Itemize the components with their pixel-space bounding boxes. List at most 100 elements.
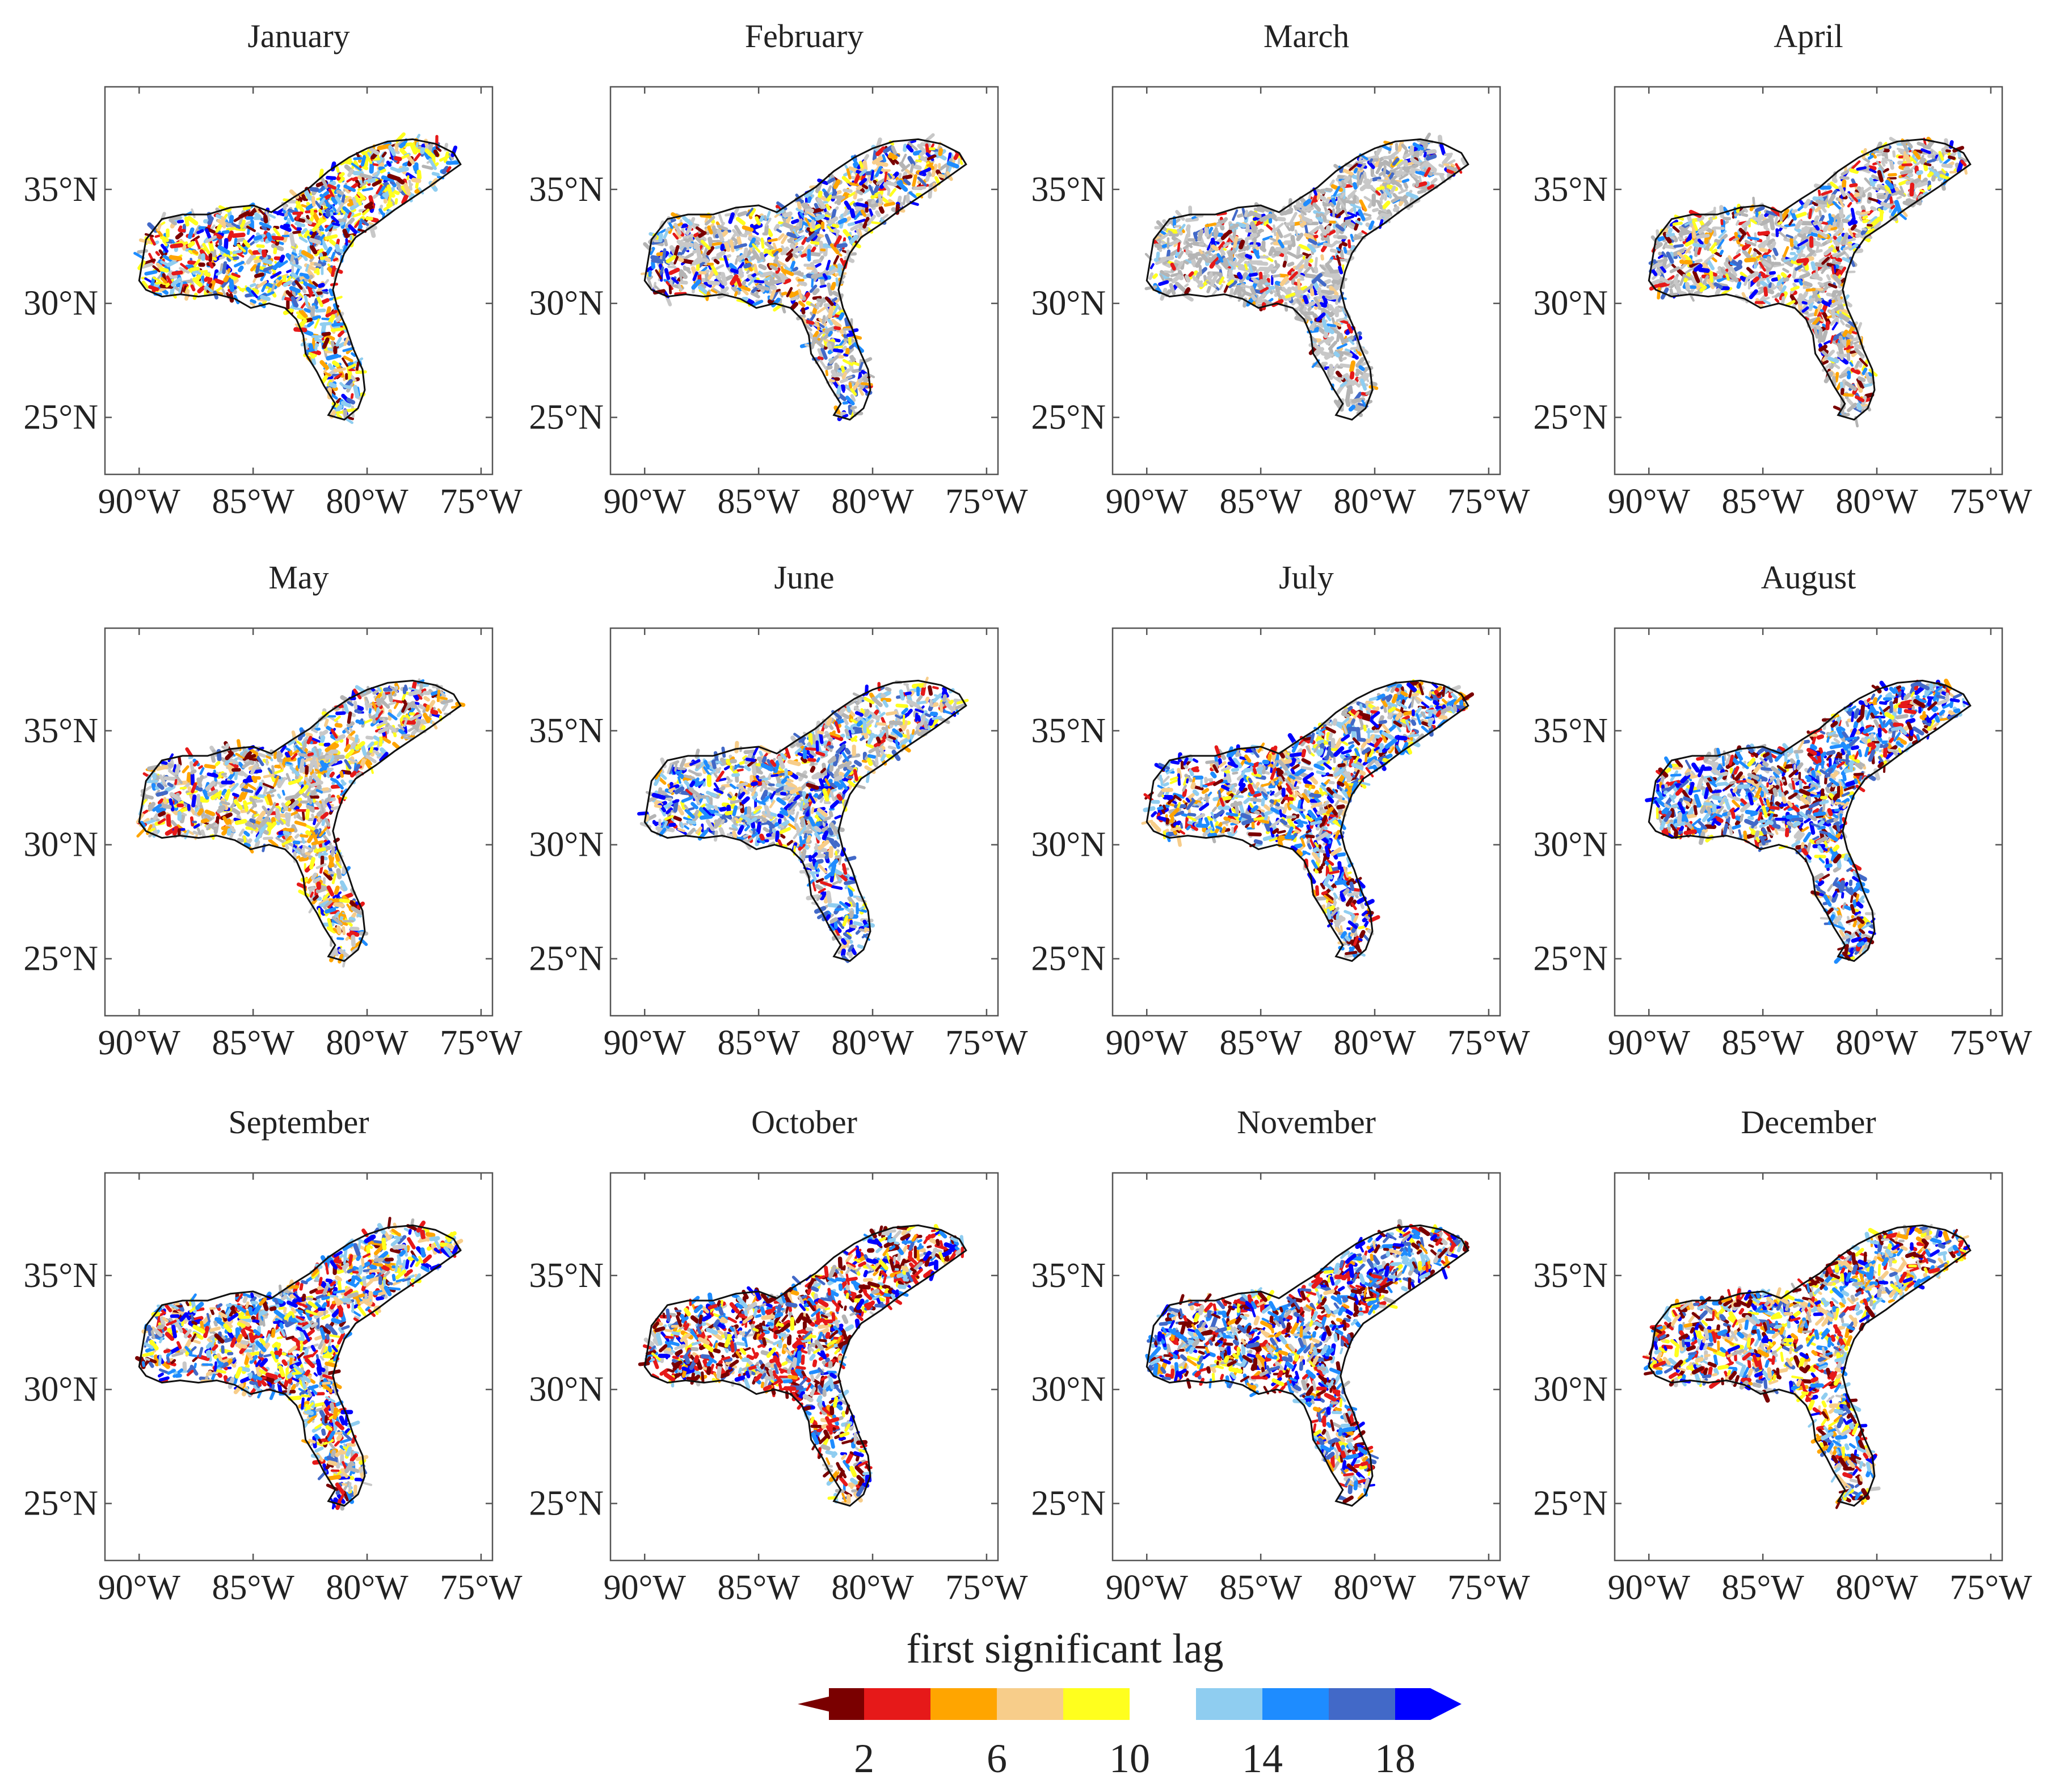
river-segment	[899, 162, 906, 169]
panel-title: May	[268, 559, 329, 596]
river-segment	[1205, 222, 1217, 228]
river-segment	[836, 385, 841, 396]
river-segment	[1792, 254, 1799, 262]
river-segment	[734, 291, 738, 297]
river-segment	[325, 208, 331, 217]
river-segment	[1389, 186, 1396, 195]
river-segment	[1815, 199, 1825, 205]
river-segment	[258, 208, 267, 218]
river-segment	[769, 264, 778, 271]
river-segment	[254, 212, 262, 219]
river-segment	[388, 145, 396, 157]
river-segment	[148, 285, 159, 292]
lat-tick-label: 35°N	[1031, 170, 1106, 209]
river-segment	[1164, 289, 1172, 297]
river-segment	[829, 378, 835, 382]
river-segment	[1383, 165, 1387, 177]
river-segment	[736, 277, 742, 287]
river-segment	[1363, 171, 1367, 180]
river-segment	[148, 802, 156, 809]
river-segment	[298, 236, 308, 243]
river-segment	[1218, 272, 1223, 279]
river-segment	[396, 166, 410, 173]
river-segment	[1328, 305, 1333, 311]
river-segment	[840, 378, 849, 384]
river-segment	[289, 232, 296, 247]
river-segment	[309, 245, 318, 255]
river-segment	[328, 314, 336, 324]
river-segment	[414, 152, 422, 162]
river-segment	[1336, 331, 1341, 342]
river-segment	[330, 251, 336, 262]
river-segment	[931, 163, 938, 178]
river-segment	[399, 148, 408, 157]
river-segment	[1340, 249, 1344, 259]
river-segment	[254, 205, 261, 214]
river-segment	[810, 241, 821, 245]
river-segment	[938, 148, 944, 156]
river-segment	[891, 207, 899, 213]
river-segment	[699, 283, 706, 289]
river-segment	[1211, 244, 1219, 251]
river-segment	[816, 298, 827, 303]
river-segment	[196, 777, 203, 788]
river-segment	[1426, 154, 1437, 161]
river-segment	[1319, 302, 1328, 308]
river-segment	[335, 166, 340, 173]
river-segment	[301, 204, 308, 208]
river-segment	[1184, 274, 1191, 283]
river-segment	[1657, 287, 1661, 300]
river-segment	[319, 236, 323, 246]
river-segment	[187, 216, 199, 226]
river-segment	[1801, 301, 1808, 305]
river-segment	[1347, 239, 1351, 249]
river-segment	[862, 160, 868, 171]
river-segment	[1403, 199, 1410, 208]
river-segment	[193, 259, 201, 267]
river-segment	[700, 235, 707, 242]
river-segment	[1349, 371, 1355, 380]
river-segment	[883, 201, 895, 207]
river-segment	[319, 865, 323, 874]
river-segment	[812, 296, 822, 300]
river-segment	[1439, 173, 1446, 183]
river-segment	[166, 275, 173, 285]
river-segment	[1422, 142, 1429, 150]
river-segment	[334, 336, 342, 348]
river-segment	[332, 325, 341, 329]
river-segment	[319, 237, 328, 251]
river-segment	[1228, 271, 1235, 280]
river-segment	[1237, 251, 1246, 257]
river-segment	[1759, 218, 1771, 226]
river-segment	[279, 254, 285, 263]
river-segment	[401, 192, 410, 205]
river-segment	[314, 268, 319, 274]
river-segment	[1803, 281, 1813, 288]
river-segment	[658, 233, 663, 243]
river-segment	[1227, 256, 1232, 262]
river-segment	[852, 361, 860, 366]
river-segment	[327, 184, 337, 190]
river-segment	[1686, 233, 1694, 243]
river-segment	[1302, 216, 1313, 224]
river-segment	[179, 814, 186, 823]
river-segment	[361, 219, 369, 226]
lon-tick-label: 85°W	[212, 482, 294, 521]
river-segment	[1233, 235, 1239, 249]
river-segment	[1664, 244, 1677, 250]
river-segment	[270, 271, 282, 279]
river-segment	[344, 217, 355, 229]
lon-tick-label: 80°W	[831, 482, 914, 521]
river-segment	[242, 205, 251, 211]
river-segment	[355, 361, 360, 371]
river-segment	[210, 256, 217, 261]
river-segment	[304, 308, 311, 313]
river-segment	[1185, 224, 1191, 232]
river-segment	[271, 243, 284, 251]
river-segment	[1321, 318, 1328, 331]
river-segment	[340, 401, 352, 408]
river-segment	[864, 154, 870, 161]
river-segment	[1343, 246, 1347, 254]
river-segment	[1776, 278, 1784, 286]
